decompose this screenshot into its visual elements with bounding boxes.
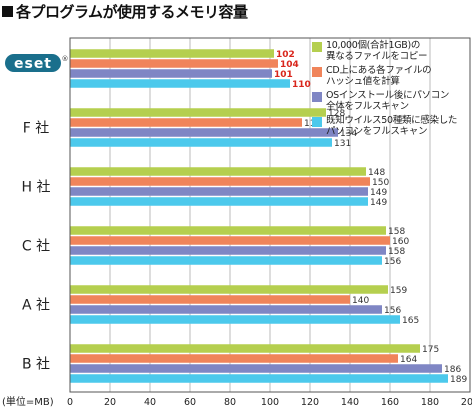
category-label: B 社 <box>22 357 50 373</box>
legend-swatch <box>312 67 322 77</box>
bar-value-label: 104 <box>280 60 299 70</box>
bar <box>70 246 386 255</box>
category-label: A 社 <box>22 298 50 314</box>
bar-value-label: 134 <box>340 129 357 139</box>
plot-frame <box>69 37 471 393</box>
legend-swatch <box>312 42 322 52</box>
bar <box>70 256 382 265</box>
legend-label: OSインストール後にパソコン <box>326 90 450 101</box>
bar-value-label: 140 <box>352 296 369 306</box>
title-bullet-icon <box>2 6 13 17</box>
legend: 10,000個(合計1GB)の 異なるファイルをコピー CD上にある各ファイルの ハッ… <box>312 40 462 140</box>
bar-value-label: 160 <box>392 237 409 247</box>
bar <box>70 354 398 363</box>
bar-value-label: 186 <box>444 365 461 375</box>
legend-item: 既知ウイルス50種類に感染した パソコンをフルスキャン <box>312 115 462 137</box>
bars <box>70 49 448 383</box>
bar-value-label: 149 <box>370 188 387 198</box>
x-tick-label: 80 <box>224 397 236 408</box>
bar-value-label: 189 <box>450 375 467 385</box>
category-label: C 社 <box>22 239 50 255</box>
category-label: H 社 <box>22 180 51 196</box>
bar <box>70 69 272 78</box>
legend-label: CD上にある各ファイルの <box>326 65 432 76</box>
chart-title: 各プログラムが使用するメモリ容量 <box>2 1 248 22</box>
bar <box>70 344 420 353</box>
bar-value-label: 148 <box>368 168 385 178</box>
bar <box>70 79 290 88</box>
bar <box>70 295 350 304</box>
bar-value-label: 149 <box>370 198 387 208</box>
bar <box>70 364 442 373</box>
legend-item: 10,000個(合計1GB)の 異なるファイルをコピー <box>312 40 462 62</box>
x-tick-label: 200 <box>461 397 472 408</box>
legend-label: 10,000個(合計1GB)の <box>326 40 421 51</box>
bar-value-label: 110 <box>292 80 311 90</box>
bar <box>70 59 278 68</box>
bar-value-label: 164 <box>400 355 417 365</box>
bar <box>70 236 390 245</box>
x-tick-label: 40 <box>144 397 156 408</box>
bar <box>70 138 332 147</box>
bar <box>70 374 448 383</box>
bar-value-label: 159 <box>390 286 407 296</box>
bar <box>70 108 326 117</box>
x-tick-label: 20 <box>104 397 116 408</box>
bar <box>70 315 400 324</box>
chart-title-text: 各プログラムが使用するメモリ容量 <box>16 3 248 21</box>
x-tick-label: 60 <box>184 397 196 408</box>
x-tick-label: 0 <box>67 397 73 408</box>
axis: 0 20 40 60 80 100 120 140 160 180 200 (単位=MB) F 社 H 社… <box>2 37 472 408</box>
unit-label: (単位=MB) <box>2 395 54 408</box>
bar-value-label: 102 <box>276 50 295 60</box>
legend-label: 全体をフルスキャン <box>326 101 409 112</box>
legend-swatch <box>312 117 322 127</box>
bar <box>70 128 338 137</box>
bar-value-label: 128 <box>328 109 345 119</box>
eset-logo: eset ® <box>5 54 69 72</box>
bar-value-label: 156 <box>384 306 401 316</box>
legend-item: OSインストール後にパソコン 全体をフルスキャン <box>312 90 462 112</box>
eset-logo-text: eset <box>14 56 52 72</box>
bar <box>70 177 370 186</box>
category-label: F 社 <box>23 121 50 137</box>
bar <box>70 49 274 58</box>
x-tick-label: 120 <box>301 397 319 408</box>
x-tick-label: 160 <box>381 397 399 408</box>
bar <box>70 187 368 196</box>
bar <box>70 197 368 206</box>
legend-swatch <box>312 92 322 102</box>
x-tick-label: 180 <box>421 397 439 408</box>
bar <box>70 305 382 314</box>
bar <box>70 285 388 294</box>
x-tick-label: 140 <box>341 397 359 408</box>
eset-logo-badge <box>5 54 61 72</box>
bar <box>70 167 366 176</box>
bar-value-label: 158 <box>388 227 405 237</box>
bar-value-label: 131 <box>334 139 351 149</box>
legend-label: 異なるファイルをコピー <box>326 51 428 62</box>
x-tick-label: 100 <box>261 397 279 408</box>
bar-value-label: 101 <box>274 70 293 80</box>
eset-logo-registered: ® <box>62 55 69 63</box>
legend-item: CD上にある各ファイルの ハッシュ値を計算 <box>312 65 462 87</box>
bar-value-label: 175 <box>422 345 439 355</box>
bar <box>70 118 302 127</box>
bar-value-label: 165 <box>402 316 419 326</box>
legend-label: パソコンをフルスキャン <box>326 126 428 137</box>
bar-value-label: 156 <box>384 257 401 267</box>
bar-value-label: 158 <box>388 247 405 257</box>
legend-label: ハッシュ値を計算 <box>326 76 400 87</box>
legend-label: 既知ウイルス50種類に感染した <box>326 115 458 126</box>
bar <box>70 226 386 235</box>
bar-value-label: 150 <box>372 178 389 188</box>
